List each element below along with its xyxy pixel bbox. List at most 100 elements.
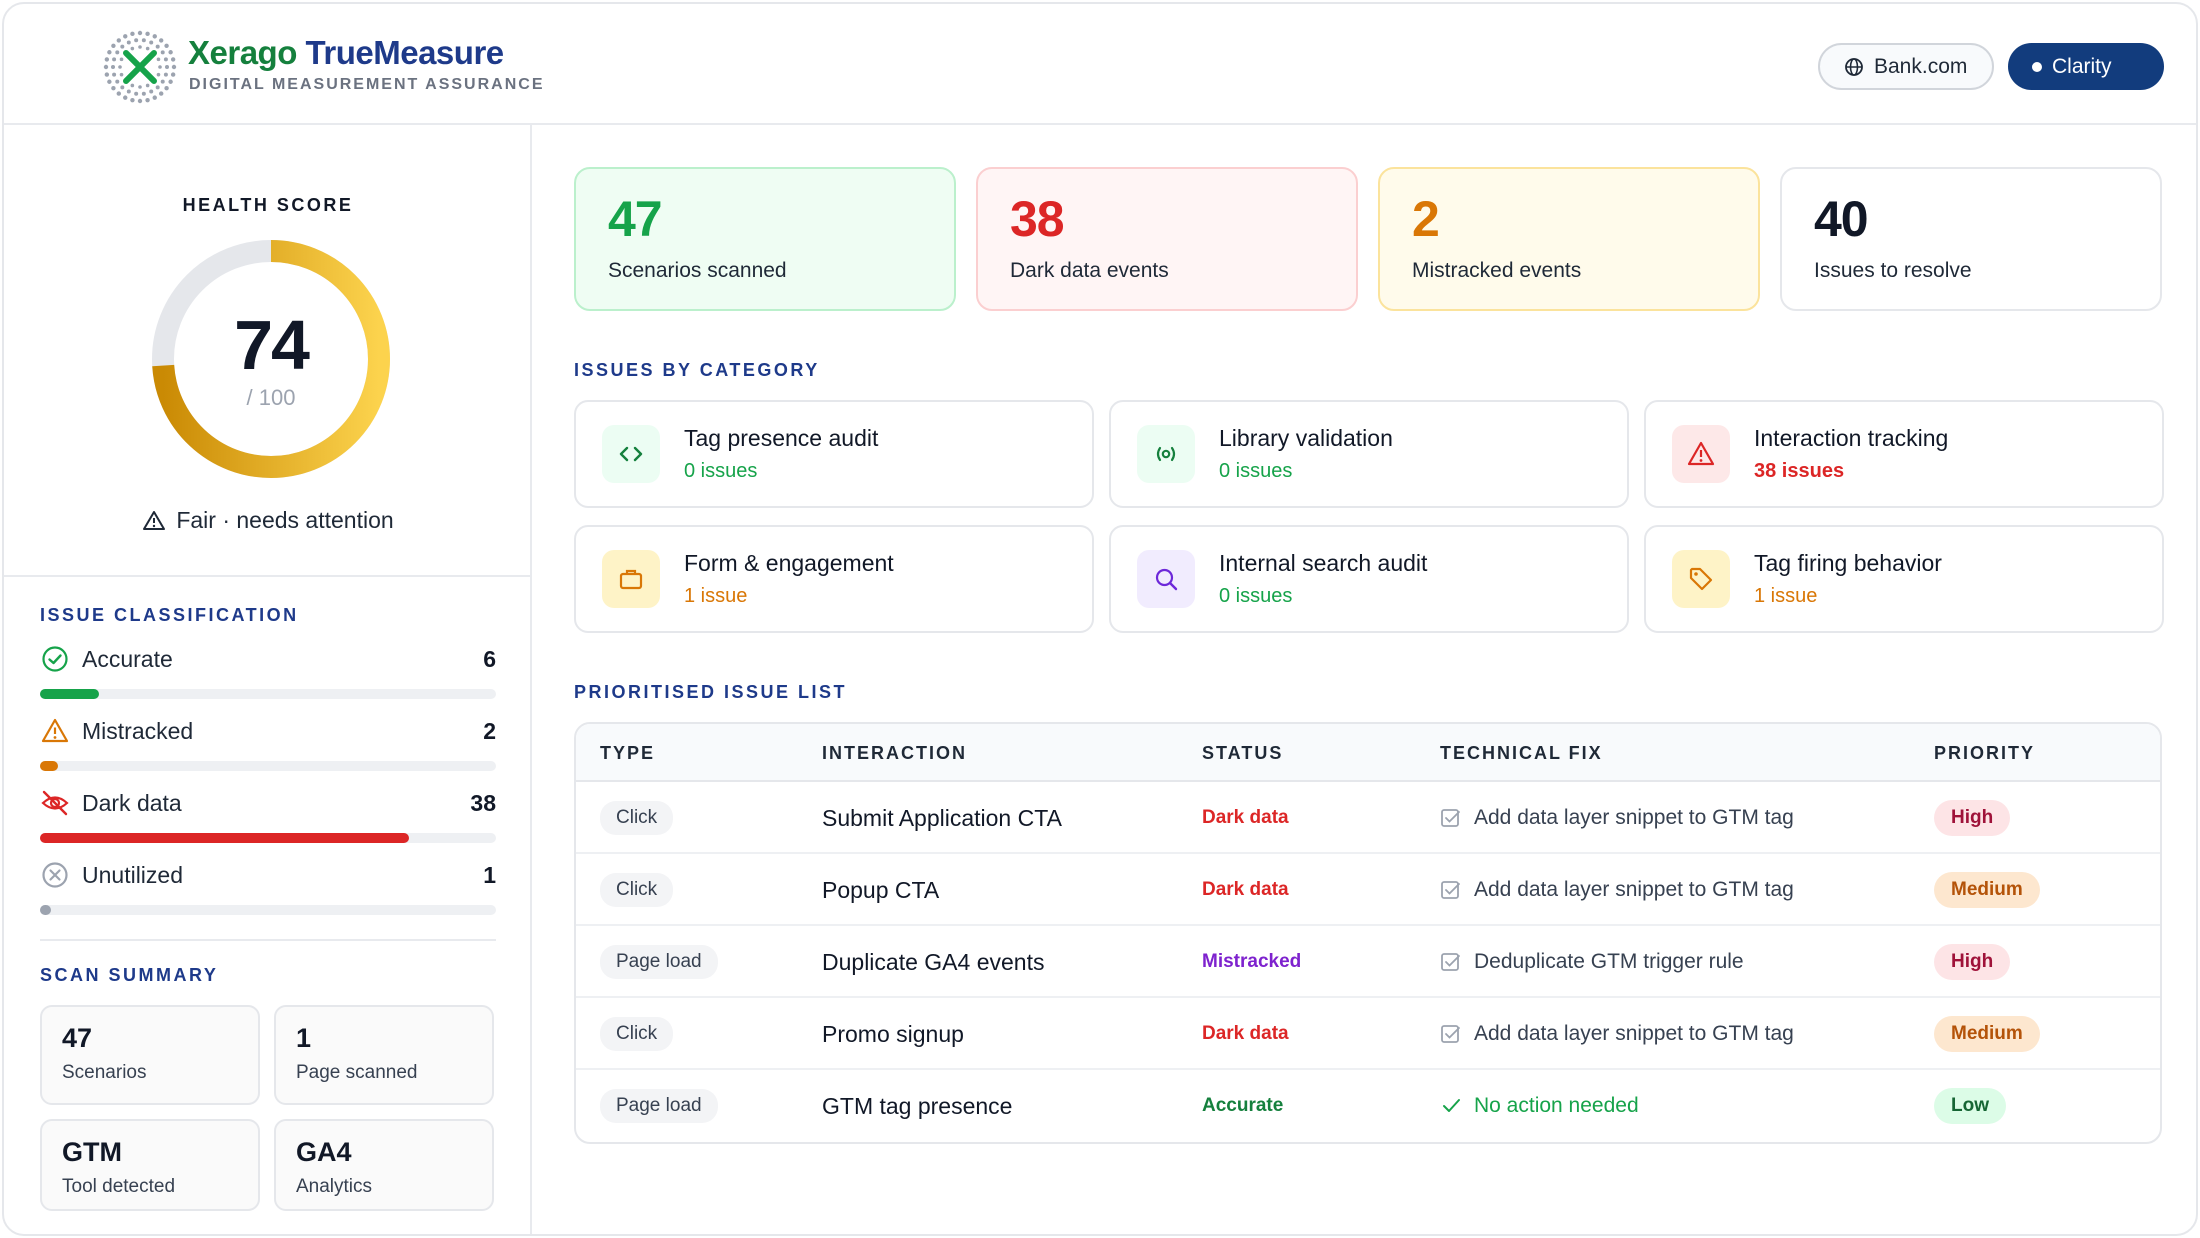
scan-summary-label: Page scanned — [296, 1062, 418, 1083]
eye-off-icon — [40, 788, 70, 818]
globe-icon — [1845, 57, 1863, 76]
scan-summary-card-scenarios: 47 Scenarios — [40, 1005, 260, 1105]
classification-count: 6 — [483, 645, 496, 672]
table-row[interactable]: Click Promo signup Dark data Add data la… — [576, 998, 2160, 1070]
category-card-tag-firing[interactable]: Tag firing behavior 1 issue — [1644, 525, 2164, 633]
stat-card-mistracked[interactable]: 2 Mistracked events — [1378, 167, 1760, 311]
health-score-value: 74 — [234, 306, 310, 384]
category-card-library-validation[interactable]: Library validation 0 issues — [1109, 400, 1629, 508]
table-row[interactable]: Page load GTM tag presence Accurate No a… — [576, 1070, 2160, 1142]
stat-card-dark-data[interactable]: 38 Dark data events — [976, 167, 1358, 311]
brand-name-part2: TrueMeasure — [305, 34, 505, 71]
classification-bar-mistracked — [40, 761, 496, 771]
scan-summary-label: Scenarios — [62, 1062, 147, 1083]
interaction-name: Popup CTA — [822, 876, 940, 903]
category-card-interaction-tracking[interactable]: Interaction tracking 38 issues — [1644, 400, 2164, 508]
interaction-name: Submit Application CTA — [822, 804, 1062, 831]
interaction-name: Promo signup — [822, 1020, 964, 1047]
category-count: 1 issue — [1754, 585, 1818, 607]
stat-value: 38 — [1010, 191, 1065, 247]
stat-card-issues[interactable]: 40 Issues to resolve — [1780, 167, 2162, 311]
category-card-form-engagement[interactable]: Form & engagement 1 issue — [574, 525, 1094, 633]
type-badge: Click — [600, 873, 674, 907]
priority-badge: High — [1934, 944, 2011, 980]
category-title: Tag firing behavior — [1754, 550, 1942, 576]
warning-icon — [143, 510, 166, 530]
table-header: TYPE INTERACTION STATUS TECHNICAL FIX PR… — [576, 724, 2160, 782]
code-icon — [602, 425, 660, 483]
column-header-interaction[interactable]: INTERACTION — [822, 743, 967, 763]
technical-fix-text: Add data layer snippet to GTM tag — [1474, 878, 1794, 901]
classification-row-unutilized[interactable]: Unutilized 1 — [40, 859, 496, 891]
divider — [40, 939, 496, 941]
classification-bar-fill — [40, 689, 100, 699]
stat-value: 2 — [1412, 191, 1440, 247]
checkbox-icon — [1441, 1025, 1460, 1043]
classification-count: 38 — [470, 789, 496, 816]
prioritised-issue-list-title: PRIORITISED ISSUE LIST — [574, 682, 848, 702]
category-title: Tag presence audit — [684, 425, 879, 451]
classification-row-mistracked[interactable]: Mistracked 2 — [40, 715, 496, 747]
domain-selector-button[interactable]: Bank.com — [1818, 43, 1994, 90]
issues-by-category-title: ISSUES BY CATEGORY — [574, 360, 820, 380]
classification-row-dark-data[interactable]: Dark data 38 — [40, 787, 496, 819]
brand-name: Xerago TrueMeasure — [188, 34, 504, 72]
health-score-denominator: / 100 — [246, 385, 296, 410]
stat-label: Issues to resolve — [1814, 259, 1972, 282]
type-badge: Click — [600, 801, 674, 835]
scan-summary-card-analytics: GA4 Analytics — [274, 1119, 494, 1211]
category-card-tag-presence[interactable]: Tag presence audit 0 issues — [574, 400, 1094, 508]
clarity-button[interactable]: Clarity — [2008, 43, 2164, 90]
column-header-technical-fix[interactable]: TECHNICAL FIX — [1440, 743, 1603, 763]
classification-label: Unutilized — [82, 861, 183, 888]
category-count: 0 issues — [684, 460, 758, 482]
status-text: Accurate — [1202, 1095, 1284, 1116]
classification-bar-fill — [40, 905, 52, 915]
classification-label: Accurate — [82, 645, 173, 672]
checkbox-icon — [1441, 881, 1460, 899]
category-title: Internal search audit — [1219, 550, 1428, 576]
category-count: 38 issues — [1754, 460, 1845, 482]
brand-name-part1: Xerago — [188, 34, 297, 71]
stat-label: Mistracked events — [1412, 259, 1582, 282]
scan-summary-card-pages: 1 Page scanned — [274, 1005, 494, 1105]
check-circle-icon — [40, 644, 70, 674]
table-row[interactable]: Page load Duplicate GA4 events Mistracke… — [576, 926, 2160, 998]
type-badge: Click — [600, 1017, 674, 1051]
scan-summary-card-tool: GTM Tool detected — [40, 1119, 260, 1211]
classification-bar-unutilized — [40, 905, 496, 915]
category-count: 0 issues — [1219, 585, 1293, 607]
top-header: Xerago TrueMeasure DIGITAL MEASUREMENT A… — [4, 4, 2196, 125]
column-header-status[interactable]: STATUS — [1202, 743, 1284, 763]
column-header-type[interactable]: TYPE — [600, 743, 656, 763]
stat-label: Scenarios scanned — [608, 259, 787, 282]
column-header-priority[interactable]: PRIORITY — [1934, 743, 2036, 763]
status-text: Dark data — [1202, 807, 1289, 828]
classification-row-accurate[interactable]: Accurate 6 — [40, 643, 496, 675]
health-score-gauge — [152, 240, 390, 478]
interaction-name: Duplicate GA4 events — [822, 948, 1045, 975]
interaction-name: GTM tag presence — [822, 1092, 1013, 1119]
scan-summary-label: Analytics — [296, 1176, 373, 1197]
stat-value: 47 — [608, 191, 663, 247]
stat-card-scenarios[interactable]: 47 Scenarios scanned — [574, 167, 956, 311]
scan-summary-value: GTM — [62, 1137, 122, 1167]
priority-badge: Low — [1934, 1088, 2006, 1124]
table-row[interactable]: Click Submit Application CTA Dark data A… — [576, 782, 2160, 854]
technical-fix-text: Add data layer snippet to GTM tag — [1474, 1022, 1794, 1045]
stat-value: 40 — [1814, 191, 1869, 247]
classification-count: 2 — [483, 717, 496, 744]
type-badge: Page load — [600, 945, 718, 979]
scan-summary-value: 1 — [296, 1023, 312, 1053]
status-text: Dark data — [1202, 1023, 1289, 1044]
checkbox-icon — [1441, 953, 1460, 971]
status-text: Dark data — [1202, 879, 1289, 900]
classification-bar-fill — [40, 761, 59, 771]
type-badge: Page load — [600, 1089, 718, 1123]
category-card-internal-search[interactable]: Internal search audit 0 issues — [1109, 525, 1629, 633]
category-title: Library validation — [1219, 425, 1393, 451]
table-row[interactable]: Click Popup CTA Dark data Add data layer… — [576, 854, 2160, 926]
technical-fix-text: Add data layer snippet to GTM tag — [1474, 806, 1794, 829]
status-dot-icon — [2032, 61, 2042, 72]
